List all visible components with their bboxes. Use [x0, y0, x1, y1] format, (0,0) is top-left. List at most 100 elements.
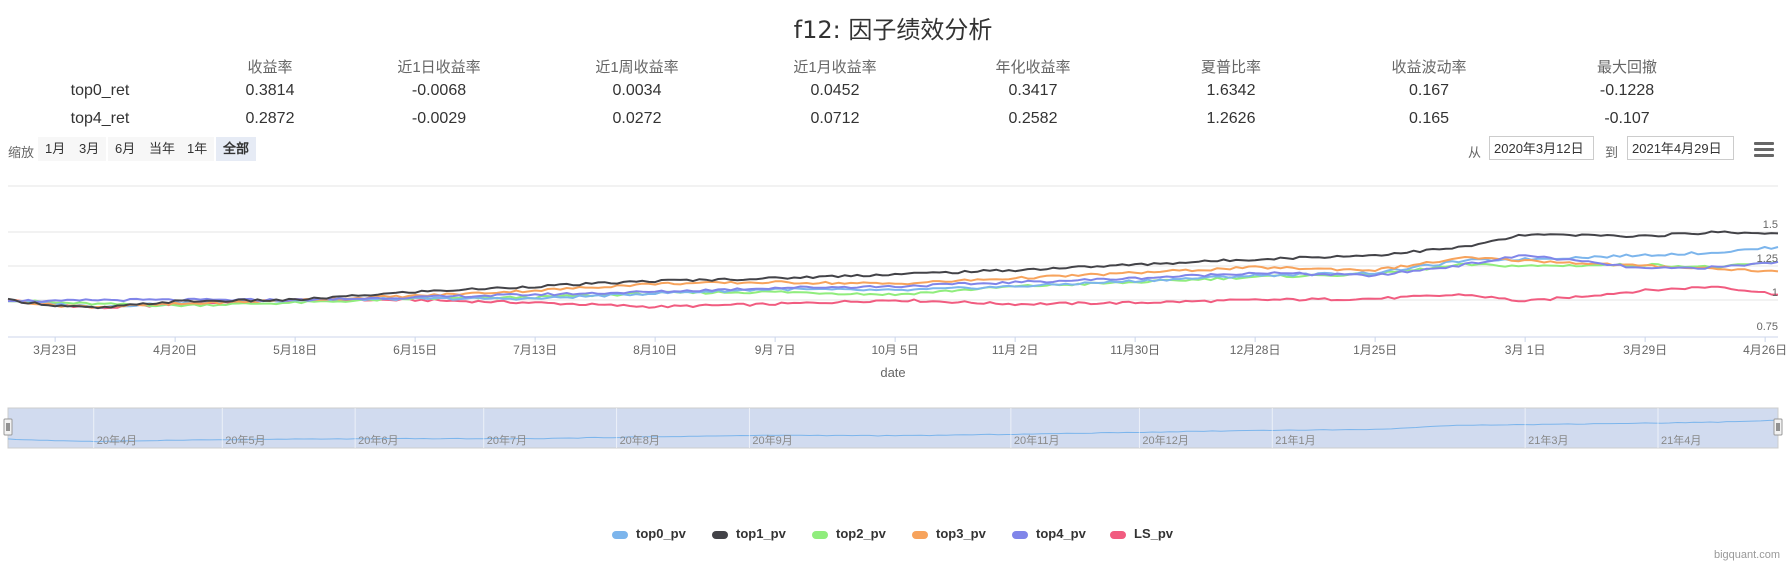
x-tick-label: 4月26日 [1743, 343, 1786, 357]
stats-header: 收益波动率 [1391, 59, 1467, 76]
stats-cell: -0.107 [1604, 110, 1650, 127]
stats-cell: 0.2582 [1008, 110, 1058, 127]
navigator-label: 21年4月 [1661, 433, 1701, 447]
legend-item-top0_pv[interactable]: top0_pv [612, 526, 686, 541]
legend-item-top2_pv[interactable]: top2_pv [812, 526, 886, 541]
y-tick-label: 1.25 [1757, 253, 1778, 265]
range-selector: 缩放 1月 3月 6月 当年 1年 全部 从 2020年3月12日 到 2021… [0, 136, 1786, 164]
x-tick-label: 4月20日 [153, 343, 197, 357]
navigator-label: 20年11月 [1014, 433, 1060, 447]
stats-cell: -0.0029 [411, 110, 467, 127]
navigator-label: 20年5月 [225, 433, 265, 447]
to-label: 到 [1605, 145, 1619, 160]
navigator-label: 20年12月 [1142, 433, 1188, 447]
stats-cell: 1.2626 [1206, 110, 1256, 127]
stats-row: top4_ret 0.2872 -0.0029 0.0272 0.0712 0.2582 1… [0, 105, 1726, 133]
stats-table: 收益率 近1日收益率 近1周收益率 近1月收益率 年化收益率 夏普比率 收益波动率 最大回撤 … [0, 56, 1726, 133]
x-tick-label: 10月 5日 [871, 343, 918, 357]
zoom-button-3m[interactable]: 3月 [72, 137, 107, 161]
navigator-series [7, 419, 1779, 443]
legend-swatch [1110, 530, 1126, 539]
x-axis-labels: 3月23日 4月20日 5月18日 6月15日 7月13日 8月10日 9月 7日 10月 5… [33, 337, 1786, 357]
stats-header: 年化收益率 [995, 59, 1071, 76]
from-label: 从 [1468, 145, 1482, 160]
legend-item-top4_pv[interactable]: top4_pv [1012, 526, 1086, 541]
series-line-top2_pv[interactable] [7, 260, 1779, 308]
legend-label: LS_pv [1134, 526, 1174, 541]
navigator-label: 21年1月 [1275, 433, 1315, 447]
x-tick-label: 9月 7日 [755, 343, 796, 357]
stats-header: 近1月收益率 [793, 59, 877, 76]
stats-header: 近1日收益率 [397, 59, 481, 76]
chart-title: f12: 因子绩效分析 [793, 16, 993, 44]
x-tick-label: 8月10日 [633, 343, 677, 357]
zoom-label: 缩放 [8, 145, 35, 160]
legend-label: top4_pv [1036, 526, 1086, 541]
navigator-label: 20年9月 [752, 433, 792, 447]
x-tick-label: 11月30日 [1110, 343, 1160, 357]
chart-area: 0.75 1 1.25 1.5 3月23日 4月20日 5月18日 6月15日 7月13日 8月… [3, 185, 1786, 449]
zoom-button-6m[interactable]: 6月 [108, 137, 143, 161]
stats-cell: -0.0068 [411, 82, 467, 99]
menu-icon[interactable] [1754, 142, 1774, 158]
x-tick-label: 3月29日 [1623, 343, 1667, 357]
stats-header-row: 收益率 近1日收益率 近1周收益率 近1月收益率 年化收益率 夏普比率 收益波动率 最大回撤 [0, 56, 1726, 77]
x-tick-label: 3月 1日 [1505, 343, 1546, 357]
zoom-button-ytd[interactable]: 当年 [142, 137, 183, 161]
navigator[interactable]: 20年4月 20年5月 20年6月 20年7月 20年8月 20年9月 20年11月 20年1… [3, 407, 1783, 449]
y-axis-labels: 0.75 1 1.25 1.5 [1757, 219, 1778, 333]
to-date-input[interactable]: 2021年4月29日 [1627, 136, 1734, 160]
legend-swatch [1012, 530, 1028, 539]
stats-cell: 0.3417 [1008, 82, 1058, 99]
stats-cell: 0.0712 [810, 110, 860, 127]
stats-row: top0_ret 0.3814 -0.0068 0.0034 0.0452 0.3417 1… [0, 77, 1726, 105]
stats-cell: 0.0034 [612, 82, 662, 99]
legend-label: top3_pv [936, 526, 986, 541]
series-lines [7, 230, 1779, 310]
x-tick-label: 7月13日 [513, 343, 557, 357]
legend-swatch [812, 530, 828, 539]
stats-header: 近1周收益率 [595, 59, 679, 76]
navigator-label: 20年6月 [358, 433, 398, 447]
legend-item-top1_pv[interactable]: top1_pv [712, 526, 786, 541]
stats-body: top0_ret 0.3814 -0.0068 0.0034 0.0452 0.3417 1… [0, 77, 1726, 133]
navigator-label: 20年7月 [487, 433, 527, 447]
legend: top0_pv top1_pv top2_pv top3_pv top4_pv LS_pv [0, 526, 1786, 546]
stats-cell: -0.1228 [1599, 82, 1655, 99]
legend-label: top0_pv [636, 526, 686, 541]
x-axis-title: date [880, 365, 905, 380]
series-line-top1_pv[interactable] [7, 230, 1779, 310]
legend-swatch [912, 530, 928, 539]
navigator-handle-left[interactable] [3, 418, 13, 436]
legend-swatch [712, 530, 728, 539]
stats-row-label: top0_ret [70, 82, 130, 99]
legend-item-LS_pv[interactable]: LS_pv [1110, 526, 1173, 541]
stats-cell: 1.6342 [1206, 82, 1256, 99]
x-tick-label: 12月28日 [1230, 343, 1281, 357]
stats-cell: 0.165 [1408, 110, 1450, 127]
zoom-button-1m[interactable]: 1月 [38, 137, 73, 161]
stats-corner [0, 56, 200, 77]
legend-item-top3_pv[interactable]: top3_pv [912, 526, 986, 541]
stats-row-label: top4_ret [70, 110, 130, 127]
legend-label: top1_pv [736, 526, 786, 541]
navigator-handle-right[interactable] [1773, 418, 1783, 436]
credits[interactable]: bigquant.com [1713, 549, 1780, 561]
x-tick-label: 5月18日 [273, 343, 317, 357]
stats-header: 收益率 [247, 59, 293, 76]
navigator-label: 20年8月 [620, 433, 660, 447]
x-tick-label: 1月25日 [1353, 343, 1397, 357]
stats-header: 最大回撤 [1596, 59, 1657, 76]
legend-swatch [612, 530, 628, 539]
from-date-input[interactable]: 2020年3月12日 [1489, 136, 1594, 160]
legend-label: top2_pv [836, 526, 886, 541]
stats-cell: 0.0452 [810, 82, 860, 99]
stats-cell: 0.167 [1408, 82, 1450, 99]
navigator-mask[interactable] [7, 407, 1779, 449]
y-tick-label: 1 [1772, 287, 1778, 299]
zoom-button-1y[interactable]: 1年 [180, 137, 215, 161]
stats-header: 夏普比率 [1200, 59, 1261, 76]
zoom-button-all[interactable]: 全部 [216, 137, 257, 161]
x-tick-label: 11月 2日 [992, 343, 1038, 357]
navigator-label: 21年3月 [1528, 433, 1568, 447]
